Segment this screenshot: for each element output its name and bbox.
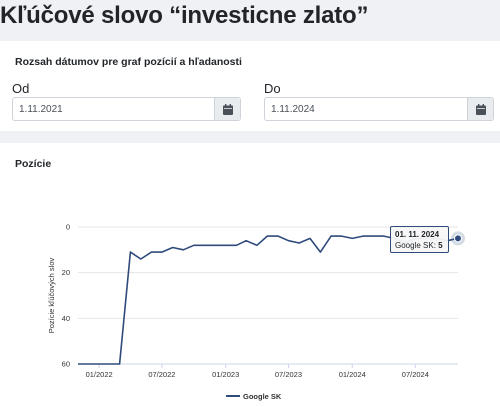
- series-line-google-sk: [78, 235, 459, 365]
- tooltip-series-label: Google SK:: [395, 241, 436, 250]
- x-tick-label: 01/2022: [86, 370, 113, 379]
- to-date-group: [264, 97, 494, 121]
- x-tick-label: 07/2024: [402, 370, 429, 379]
- positions-chart[interactable]: 0 20 40 60 01/2022 07/2022 01/2023 07/2023 01/20…: [0, 143, 500, 407]
- tooltip-value: Google SK: 5: [395, 241, 443, 250]
- y-tick-label: 40: [62, 314, 70, 323]
- calendar-icon: [475, 103, 486, 115]
- calendar-icon: [222, 103, 233, 115]
- legend-item-google-sk: Google SK: [243, 392, 282, 401]
- positions-title: Pozície: [15, 158, 52, 170]
- y-tick-label: 0: [66, 223, 70, 232]
- x-tick-label: 07/2023: [275, 370, 302, 379]
- x-tick-label: 07/2022: [148, 370, 175, 379]
- x-tick-label: 01/2024: [339, 370, 366, 379]
- y-tick-label: 60: [62, 360, 70, 369]
- x-tick-label: 01/2023: [212, 370, 239, 379]
- from-date-group: [12, 97, 241, 121]
- to-label: Do: [264, 81, 281, 96]
- from-date-input[interactable]: [13, 98, 214, 120]
- page-title: Kľúčové slovo “investicne zlato”: [0, 2, 369, 29]
- date-range-card: Rozsah dátumov pre graf pozícií a hľadan…: [0, 41, 500, 131]
- to-calendar-button[interactable]: [467, 98, 493, 120]
- y-axis-title: Pozície kľúčových slov: [47, 257, 56, 333]
- tooltip-date: 01. 11. 2024: [395, 230, 440, 239]
- date-range-title: Rozsah dátumov pre graf pozícií a hľadan…: [15, 56, 242, 68]
- positions-card: Pozície 0 20 40 60 01/2022 07/2022 01/2023 07/2…: [0, 143, 500, 407]
- y-tick-label: 20: [62, 268, 70, 277]
- chart-tooltip: 01. 11. 2024 Google SK: 5: [390, 226, 449, 253]
- tooltip-series-value: 5: [438, 241, 443, 250]
- from-calendar-button[interactable]: [214, 98, 240, 120]
- to-date-input[interactable]: [265, 98, 467, 120]
- hover-point: [454, 234, 462, 243]
- from-label: Od: [12, 81, 30, 96]
